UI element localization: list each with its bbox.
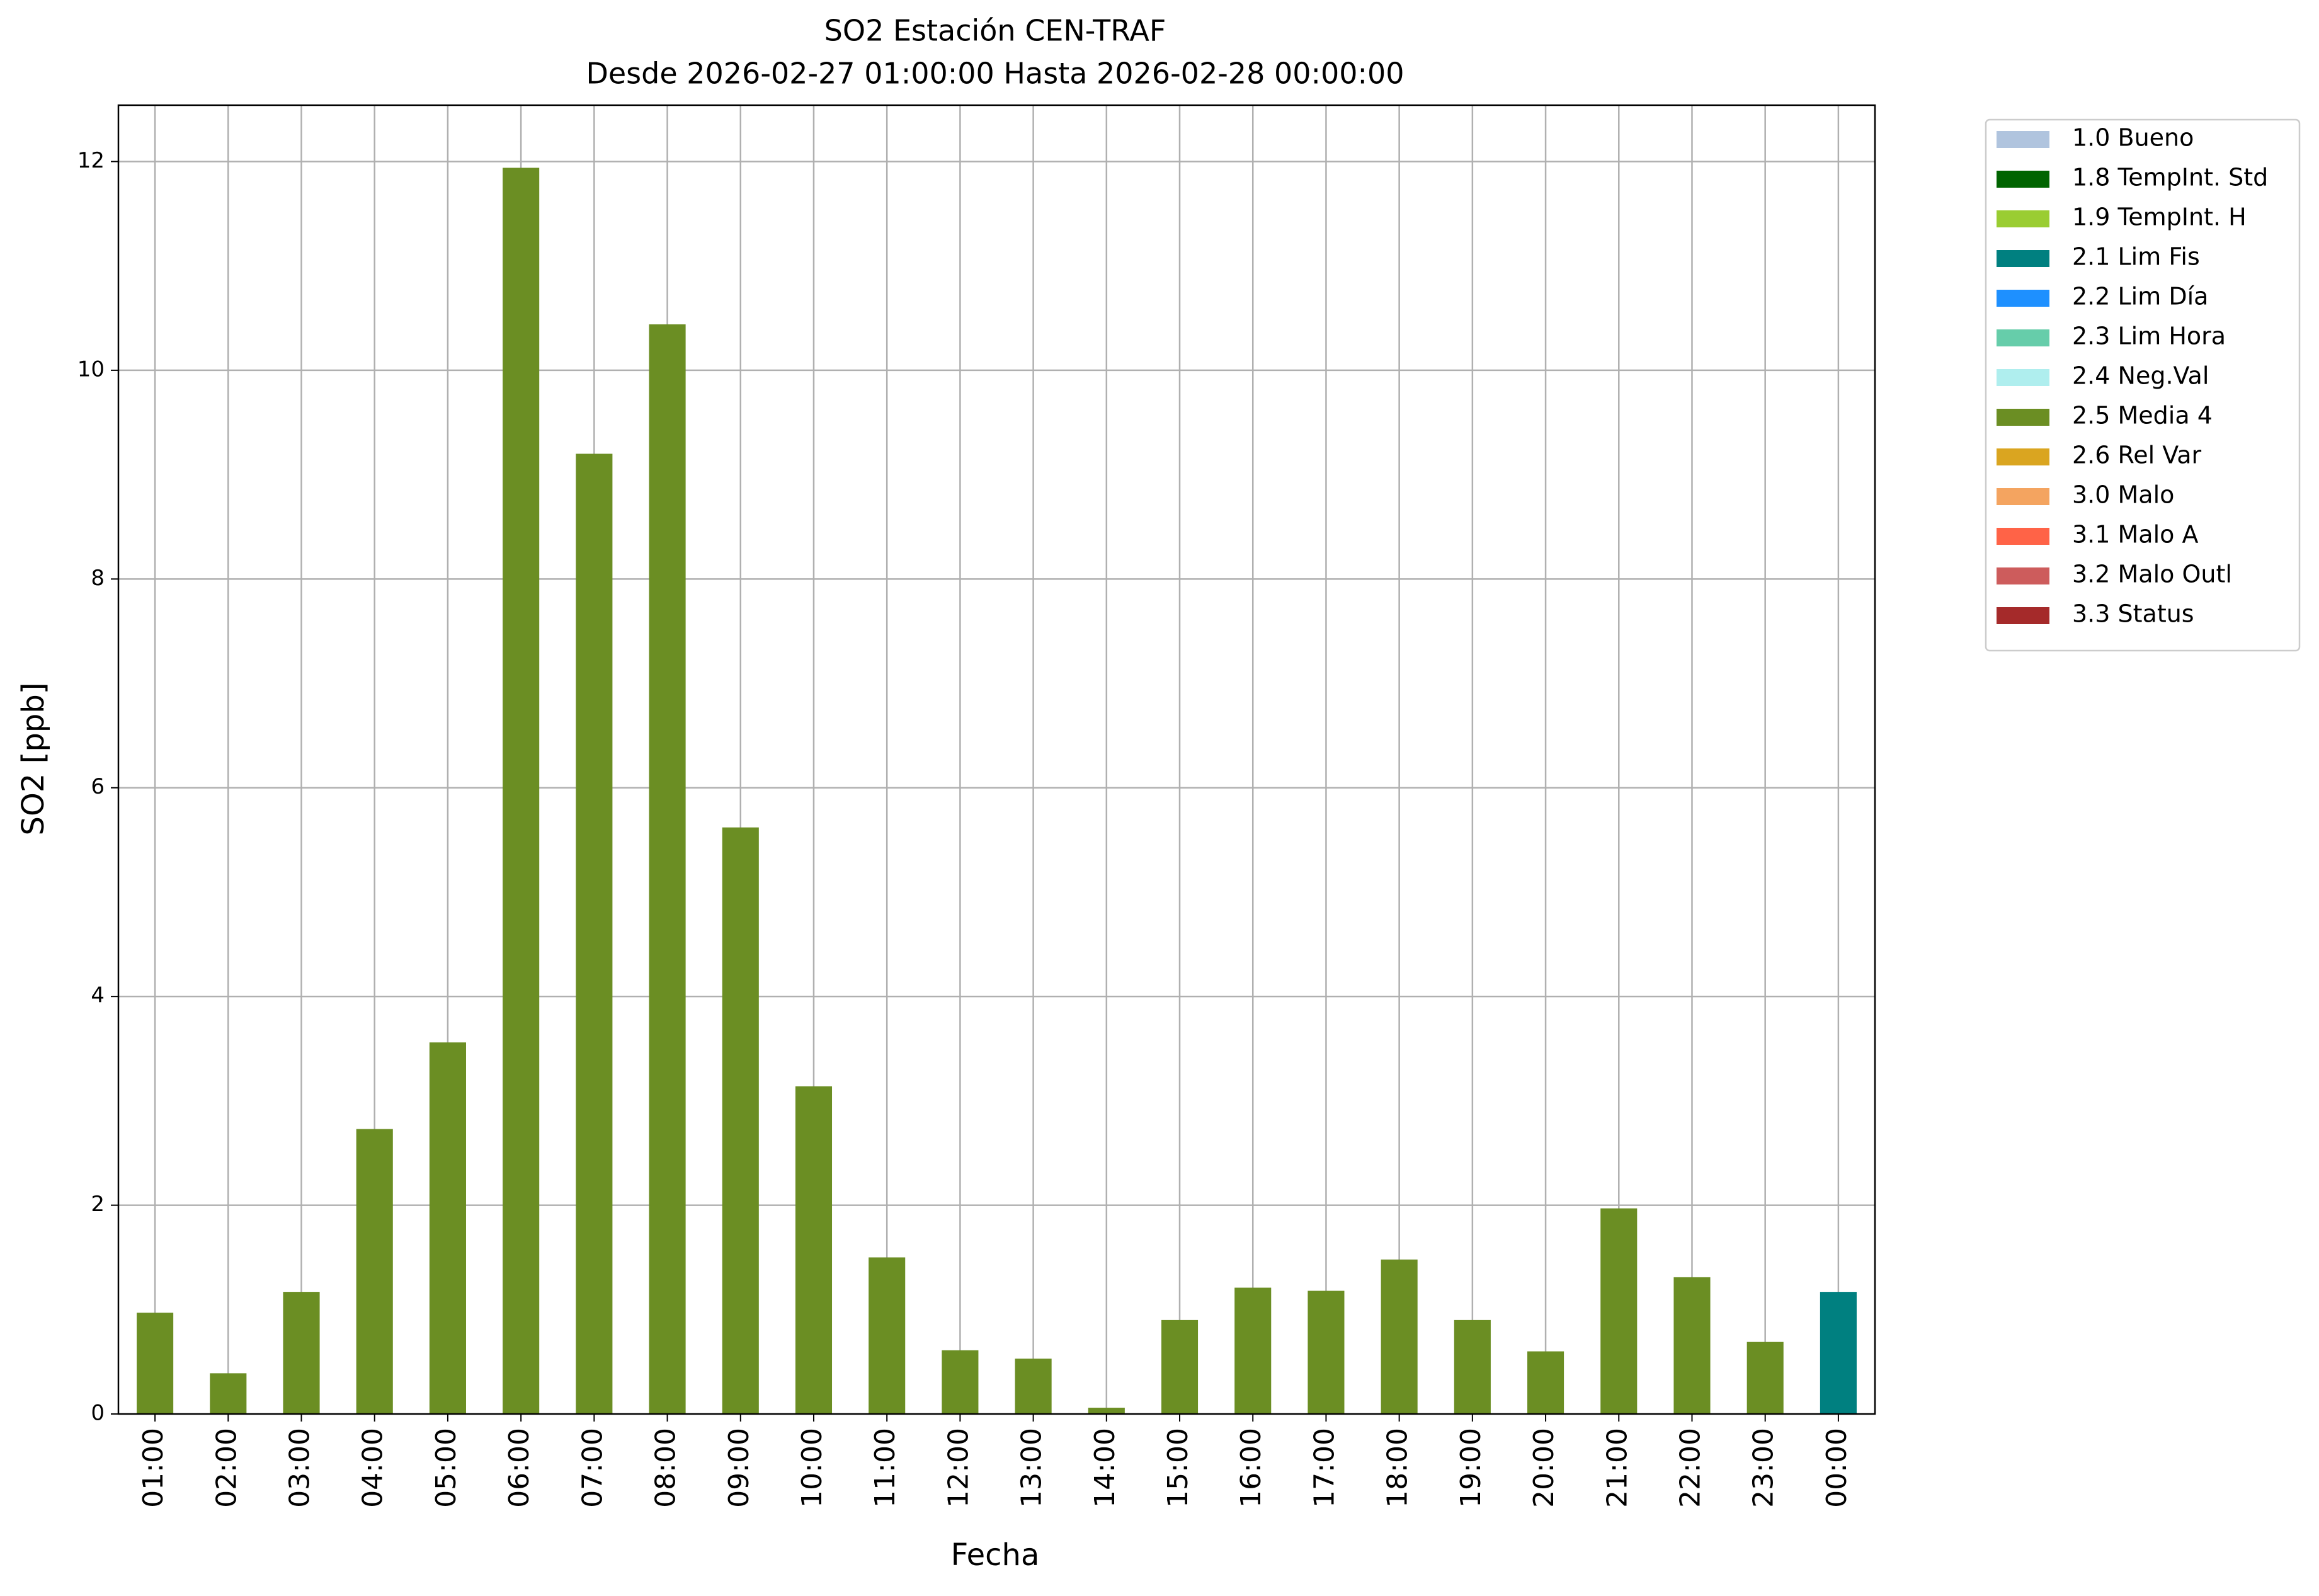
x-axis-label: Fecha — [951, 1537, 1040, 1573]
legend-swatch — [1997, 329, 2049, 346]
legend-label: 2.6 Rel Var — [2072, 442, 2202, 469]
bar — [1454, 1320, 1491, 1414]
legend-label: 3.2 Malo Outl — [2072, 561, 2232, 588]
y-tick-label: 10 — [77, 356, 105, 382]
legend-swatch — [1997, 171, 2049, 188]
y-tick-label: 12 — [77, 148, 105, 173]
bar — [869, 1257, 906, 1414]
x-tick-label: 23:00 — [1748, 1428, 1780, 1508]
x-tick-label: 16:00 — [1235, 1428, 1267, 1508]
x-tick-label: 10:00 — [796, 1428, 828, 1508]
bar — [1161, 1320, 1199, 1414]
x-tick-label: 09:00 — [723, 1428, 755, 1508]
legend-swatch — [1997, 250, 2049, 267]
bar — [1746, 1342, 1784, 1414]
bar — [429, 1042, 466, 1414]
bar — [137, 1313, 174, 1414]
legend-label: 3.3 Status — [2072, 600, 2194, 628]
legend-label: 1.9 TempInt. H — [2072, 203, 2247, 231]
x-tick-label: 08:00 — [650, 1428, 682, 1508]
x-tick-label: 20:00 — [1528, 1428, 1560, 1508]
chart-subtitle: Desde 2026-02-27 01:00:00 Hasta 2026-02-… — [586, 57, 1404, 91]
legend-label: 1.8 TempInt. Std — [2072, 164, 2268, 191]
legend-label: 3.0 Malo — [2072, 481, 2174, 509]
bar — [1600, 1208, 1638, 1414]
bar — [795, 1086, 833, 1414]
legend-box — [1985, 118, 2301, 652]
y-tick-label: 2 — [91, 1192, 105, 1217]
legend-swatch — [1997, 528, 2049, 545]
legend-label: 2.5 Media 4 — [2072, 402, 2213, 430]
legend-swatch — [1997, 131, 2049, 148]
bar — [1381, 1259, 1418, 1414]
bar — [210, 1373, 247, 1414]
x-tick-label: 05:00 — [430, 1428, 462, 1508]
x-tick-label: 00:00 — [1821, 1428, 1853, 1508]
y-axis-label: SO2 [ppb] — [16, 683, 51, 836]
bar — [356, 1129, 393, 1414]
x-tick-label: 14:00 — [1089, 1428, 1121, 1508]
legend-swatch — [1997, 409, 2049, 426]
x-tick-label: 11:00 — [869, 1428, 901, 1508]
legend-swatch — [1997, 448, 2049, 465]
legend-label: 2.1 Lim Fis — [2072, 243, 2200, 271]
chart-title: SO2 Estación CEN-TRAF — [824, 14, 1166, 48]
legend-label: 2.2 Lim Día — [2072, 283, 2208, 311]
x-tick-label: 17:00 — [1308, 1428, 1340, 1508]
x-tick-label: 04:00 — [357, 1428, 389, 1508]
legend-label: 3.1 Malo A — [2072, 521, 2198, 549]
legend-swatch — [1997, 488, 2049, 505]
y-tick-label: 0 — [91, 1401, 105, 1426]
bar — [1527, 1351, 1564, 1414]
x-tick-label: 22:00 — [1674, 1428, 1706, 1508]
y-tick-label: 4 — [91, 983, 105, 1008]
legend-label: 1.0 Bueno — [2072, 124, 2194, 152]
x-tick-label: 01:00 — [137, 1428, 169, 1508]
legend-label: 2.3 Lim Hora — [2072, 322, 2226, 350]
legend-swatch — [1997, 210, 2049, 227]
bar — [1015, 1359, 1052, 1414]
legend-swatch — [1997, 369, 2049, 386]
x-tick-label: 07:00 — [576, 1428, 608, 1508]
bar — [722, 827, 759, 1414]
bar — [1308, 1291, 1345, 1414]
x-tick-label: 02:00 — [210, 1428, 242, 1508]
bar — [1820, 1292, 1857, 1414]
legend-label: 2.4 Neg.Val — [2072, 362, 2209, 390]
bar — [1234, 1287, 1272, 1414]
x-tick-label: 13:00 — [1016, 1428, 1048, 1508]
x-tick-label: 18:00 — [1382, 1428, 1414, 1508]
bar — [1673, 1277, 1711, 1414]
bar — [503, 168, 540, 1415]
legend-swatch — [1997, 290, 2049, 307]
x-tick-label: 03:00 — [284, 1428, 316, 1508]
bar — [1088, 1408, 1125, 1414]
plot-frame — [117, 104, 1876, 1415]
legend-swatch — [1997, 567, 2049, 584]
bar — [576, 453, 613, 1415]
bar — [649, 324, 686, 1414]
legend-swatch — [1997, 607, 2049, 624]
x-tick-label: 12:00 — [942, 1428, 974, 1508]
y-tick-label: 6 — [91, 774, 105, 799]
bar — [942, 1350, 979, 1414]
x-tick-label: 21:00 — [1601, 1428, 1633, 1508]
x-tick-label: 15:00 — [1162, 1428, 1194, 1508]
x-tick-label: 19:00 — [1455, 1428, 1487, 1508]
x-tick-label: 06:00 — [503, 1428, 535, 1508]
bar — [283, 1292, 320, 1414]
y-tick-label: 8 — [91, 566, 105, 591]
